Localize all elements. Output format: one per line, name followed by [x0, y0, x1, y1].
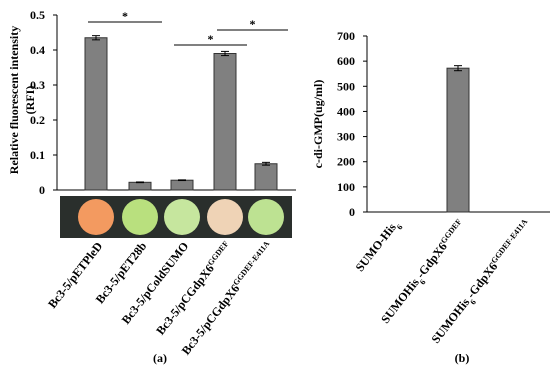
- x-tick-label-part: SUMOHis: [378, 275, 422, 326]
- bar: [213, 53, 237, 191]
- bar: [446, 67, 470, 213]
- y-axis-label: (RFI): [23, 86, 37, 115]
- well: [122, 199, 158, 235]
- error-bar: [454, 65, 462, 72]
- y-tick-label: 100: [337, 180, 355, 194]
- y-tick-label: 200: [337, 155, 355, 169]
- y-tick-label: 600: [337, 54, 355, 68]
- error-bar: [178, 179, 186, 182]
- y-tick-label: 500: [337, 79, 355, 93]
- error-bar: [262, 161, 270, 166]
- panel-label: (b): [455, 351, 470, 365]
- y-tick-label: 700: [337, 29, 355, 43]
- error-bar: [221, 50, 229, 57]
- x-tick-label-part: 6: [395, 222, 405, 231]
- x-tick-label-part: 6: [468, 297, 478, 306]
- y-axis-label: c-di-GMP(ug/ml): [311, 80, 325, 169]
- significance-label: *: [208, 32, 214, 46]
- error-bar: [136, 181, 144, 184]
- significance-label: *: [122, 9, 128, 23]
- bar: [84, 37, 108, 191]
- y-tick-label: 300: [337, 130, 355, 144]
- y-tick-label: 0.3: [30, 78, 45, 92]
- x-tick-label: SUMO-His6: [353, 217, 405, 276]
- y-axis-label: Relative fluorescent intensity: [7, 26, 21, 174]
- x-tick-label-part: GGDEF: [438, 217, 463, 245]
- significance-label: *: [250, 17, 256, 31]
- y-tick-label: 0: [39, 183, 45, 197]
- x-tick-label-part: SUMO-His: [353, 220, 400, 274]
- x-tick-label-part: GGDEF-E411A: [231, 239, 271, 287]
- x-tick-label-part: 6: [418, 277, 428, 286]
- y-tick-label: 0.5: [30, 8, 45, 22]
- y-tick-label: 0.1: [30, 148, 45, 162]
- x-tick-label: Bc3-5/pCGdpX6GGDEF: [153, 239, 235, 338]
- x-tick-label-part: GGDEF: [205, 239, 230, 267]
- y-tick-label: 0.2: [30, 113, 45, 127]
- well: [207, 199, 243, 235]
- bar: [254, 163, 278, 191]
- well: [78, 199, 114, 235]
- x-tick-label-part: GGDEF-E411A: [489, 217, 529, 265]
- bar: [170, 179, 194, 191]
- panel-label: (a): [153, 351, 167, 365]
- well: [164, 199, 200, 235]
- x-tick-label-part: SUMOHis: [428, 295, 472, 346]
- x-tick-label-part: -GdpX6: [464, 260, 500, 301]
- x-tick-label-part: -GdpX6: [413, 240, 449, 281]
- bar: [128, 181, 152, 191]
- y-tick-label: 0: [349, 205, 355, 219]
- y-tick-label: 400: [337, 104, 355, 118]
- y-tick-label: 0.4: [30, 43, 45, 57]
- well-photo: [60, 196, 292, 238]
- well: [248, 199, 284, 235]
- error-bar: [92, 35, 100, 41]
